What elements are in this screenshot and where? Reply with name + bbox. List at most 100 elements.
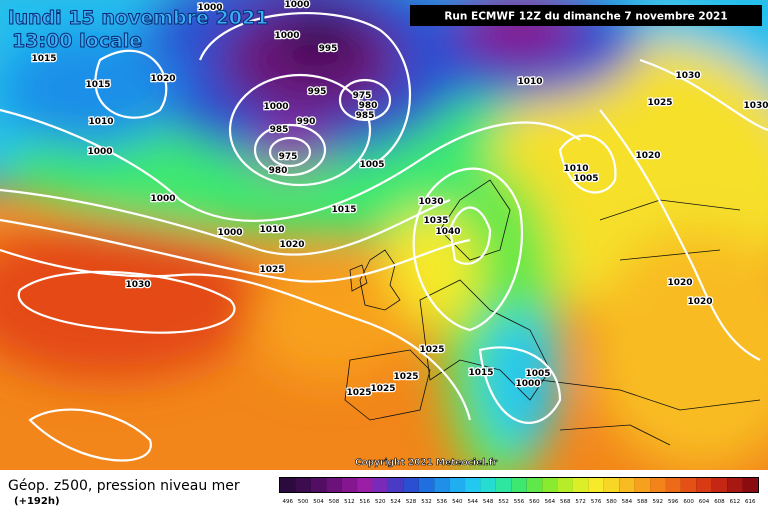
isobar-label: 1015	[85, 80, 110, 90]
scale-swatch	[696, 478, 712, 492]
scale-swatch	[372, 478, 388, 492]
scale-swatch	[280, 478, 296, 492]
scale-swatch	[650, 478, 666, 492]
isobar-label: 1000	[284, 0, 309, 10]
isobar-label: 1000	[263, 102, 288, 112]
scale-swatch	[449, 478, 466, 492]
scale-label: 540	[452, 499, 463, 505]
scale-swatch	[326, 478, 342, 492]
coastlines	[344, 179, 761, 446]
scale-label: 604	[699, 499, 710, 505]
isobar-label: 1015	[31, 54, 56, 64]
isobar-label: 975	[353, 91, 372, 101]
isobar-label: 1020	[635, 151, 660, 161]
isobar-label: 1000	[274, 31, 299, 41]
scale-label: 520	[375, 499, 386, 505]
scale-swatch	[680, 478, 697, 492]
scale-swatch	[418, 478, 435, 492]
scale-label: 572	[575, 499, 586, 505]
scale-label: 556	[514, 499, 525, 505]
isobar-label: 995	[308, 87, 327, 97]
scale-swatch	[295, 478, 311, 492]
scale-label: 612	[730, 499, 741, 505]
scale-swatch	[387, 478, 404, 492]
isobar-label: 1025	[259, 265, 284, 275]
scale-swatch	[341, 478, 358, 492]
isobar-label: 1005	[573, 174, 598, 184]
scale-swatch	[603, 478, 620, 492]
scale-label: 616	[745, 499, 756, 505]
scale-swatch	[542, 478, 558, 492]
isobar-label: 1015	[331, 205, 356, 215]
scale-label: 512	[344, 499, 355, 505]
scale-label: 548	[483, 499, 494, 505]
isobar-label: 1025	[346, 388, 371, 398]
scale-label: 588	[637, 499, 648, 505]
scale-swatch	[511, 478, 527, 492]
scale-swatch	[310, 478, 327, 492]
scale-label: 552	[498, 499, 509, 505]
isobar-label: 1020	[279, 240, 304, 250]
copyright: Copyright 2021 Meteociel.fr	[355, 458, 498, 468]
run-info: Run ECMWF 12Z du dimanche 7 novembre 202…	[444, 11, 727, 23]
isobar-label: 1000	[87, 147, 112, 157]
isobar-label: 1005	[525, 369, 550, 379]
scale-swatch	[665, 478, 681, 492]
color-scale: 496 500 504 508 512 516 520 524 528 532 536 540 544 5…	[279, 477, 759, 505]
isobar-label: 1030	[743, 101, 768, 111]
scale-label: 516	[360, 499, 371, 505]
isobar-label: 1030	[675, 71, 700, 81]
run-box	[410, 5, 762, 26]
scale-swatch	[619, 478, 635, 492]
isobar-label: 1010	[517, 77, 542, 87]
scale-swatch	[634, 478, 651, 492]
isobar-label: 1025	[647, 98, 672, 108]
scale-label: 500	[298, 499, 309, 505]
isobar-label: 980	[269, 166, 288, 176]
scale-label: 580	[606, 499, 617, 505]
scale-label: 584	[622, 499, 633, 505]
scale-label: 508	[329, 499, 340, 505]
scale-swatch	[711, 478, 728, 492]
isobar-label: 1020	[687, 297, 712, 307]
isobar-label: 1030	[125, 280, 150, 290]
scale-label: 524	[390, 499, 401, 505]
footer-title: Géop. z500, pression niveau mer	[8, 478, 240, 494]
isobar-label: 1020	[667, 278, 692, 288]
scale-label: 564	[545, 499, 556, 505]
isobar-label: 1000	[515, 379, 540, 389]
scale-swatch	[434, 478, 450, 492]
scale-swatch	[742, 478, 758, 492]
scale-swatch	[465, 478, 481, 492]
isobars	[0, 12, 768, 462]
scale-label: 608	[714, 499, 725, 505]
scale-swatch	[572, 478, 589, 492]
isobar-label: 985	[356, 111, 375, 121]
scale-swatch	[588, 478, 604, 492]
scale-label: 532	[421, 499, 432, 505]
isobar-label: 1035	[423, 216, 448, 226]
isobar-label: 975	[279, 152, 298, 162]
isobar-label: 1010	[563, 164, 588, 174]
scale-label: 544	[467, 499, 478, 505]
scale-label: 596	[668, 499, 679, 505]
isobar-label: 1010	[259, 225, 284, 235]
isobar-label: 980	[359, 101, 378, 111]
isobar-label: 990	[297, 117, 316, 127]
scale-swatch	[727, 478, 743, 492]
scale-label: 568	[560, 499, 571, 505]
isobar-label: 1030	[418, 197, 443, 207]
isobar-label: 1040	[435, 227, 460, 237]
scale-label: 560	[529, 499, 540, 505]
isobar-label: 1025	[370, 384, 395, 394]
scale-swatch	[403, 478, 419, 492]
isobar-label: 1005	[359, 160, 384, 170]
scale-label: 504	[313, 499, 324, 505]
scale-swatch	[357, 478, 373, 492]
isobar-label: 985	[270, 125, 289, 135]
isobar-label: 1000	[150, 194, 175, 204]
scale-label: 592	[653, 499, 664, 505]
map-time: 13:00 locale	[12, 30, 142, 52]
